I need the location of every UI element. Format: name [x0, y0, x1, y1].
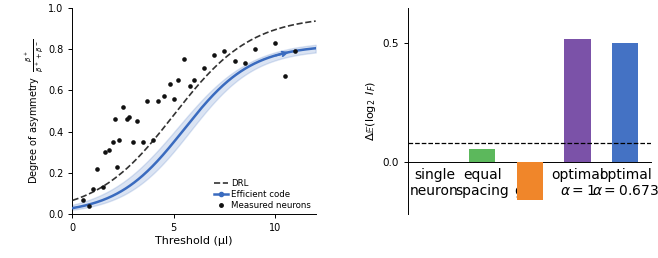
Point	[124, 115, 134, 119]
Point	[185, 84, 195, 88]
Point	[189, 78, 199, 82]
Point	[164, 82, 175, 86]
Point	[172, 78, 183, 82]
Point	[270, 41, 280, 45]
Point	[128, 140, 138, 144]
Point	[77, 198, 88, 202]
Point	[249, 47, 260, 51]
Point	[152, 99, 163, 103]
Point	[178, 57, 189, 61]
Bar	[517, 162, 543, 200]
Point	[132, 119, 143, 123]
Point	[108, 140, 118, 144]
Point	[110, 117, 120, 121]
Point	[99, 150, 110, 154]
Point	[290, 49, 301, 53]
Point	[168, 96, 179, 101]
Point	[240, 61, 250, 66]
Point	[159, 94, 169, 99]
Point	[122, 117, 132, 121]
Point	[103, 148, 114, 152]
Point	[84, 204, 94, 208]
Bar	[612, 43, 638, 162]
Point	[199, 66, 209, 70]
Y-axis label: $\Delta\mathbb{E}(\log_2\ I_F)$: $\Delta\mathbb{E}(\log_2\ I_F)$	[365, 81, 378, 141]
X-axis label: Threshold (μl): Threshold (μl)	[155, 236, 233, 246]
Point	[114, 138, 124, 142]
Point	[112, 165, 122, 169]
Point	[91, 167, 102, 171]
Point	[118, 105, 128, 109]
Legend: DRL, Efficient code, Measured neurons: DRL, Efficient code, Measured neurons	[215, 179, 311, 210]
Point	[142, 99, 153, 103]
Point	[280, 74, 291, 78]
Bar	[469, 149, 495, 162]
Point	[219, 49, 230, 53]
Point	[209, 53, 220, 57]
Bar	[565, 39, 591, 162]
Point	[148, 138, 159, 142]
Point	[88, 187, 98, 191]
Point	[229, 59, 240, 63]
Point	[138, 140, 149, 144]
Y-axis label: Degree of asymmetry  $\frac{\beta^+}{\beta^+ + \beta^-}$: Degree of asymmetry $\frac{\beta^+}{\bet…	[24, 38, 45, 183]
Point	[97, 185, 108, 189]
